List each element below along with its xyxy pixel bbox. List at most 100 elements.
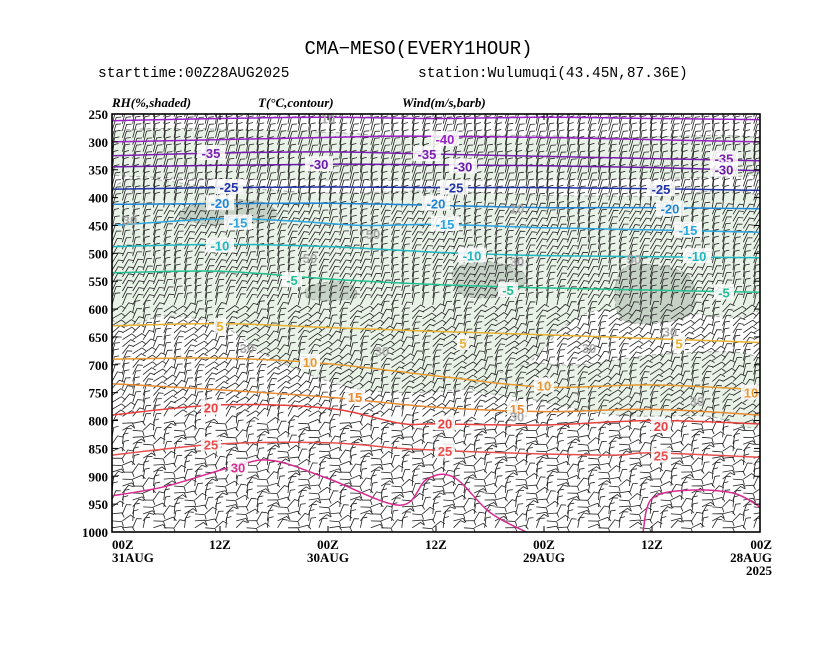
wind-barb-990 (277, 313, 285, 326)
wind-barb-3 (112, 123, 122, 138)
wind-barb-2816 (587, 502, 602, 508)
wind-barb-2823 (598, 123, 608, 138)
wind-barb-227 (143, 443, 155, 450)
wind-barb-721 (235, 114, 239, 124)
wind-barb-329 (163, 310, 177, 320)
wind-barb-2082 (463, 397, 472, 410)
wind-barb-3702 (743, 403, 758, 410)
wind-barb-685 (225, 279, 236, 292)
wind-barb-1899 (432, 378, 443, 389)
wind-barb-2516 (536, 506, 549, 513)
temp-label-12-1: 20 (438, 416, 452, 431)
wind-barb-1398 (349, 229, 358, 243)
wind-barb-556 (204, 216, 216, 229)
wind-barb-2630 (556, 461, 570, 466)
wind-barb-2657 (567, 222, 576, 236)
wind-barb-3468 (701, 444, 715, 452)
wind-barb-1541 (370, 394, 384, 403)
wind-barb-2602 (556, 259, 569, 271)
wind-barb-3062 (639, 115, 647, 131)
wind-barb-1537 (370, 362, 378, 375)
temp-label-bg-9-0 (214, 317, 226, 333)
wind-barb-2819 (587, 523, 602, 529)
wind-barb-3577 (722, 367, 737, 375)
wind-barb-2817 (588, 513, 601, 520)
wind-barb-762 (235, 403, 250, 410)
wind-barb-167 (132, 438, 146, 445)
wind-barb-3303 (680, 123, 691, 138)
wind-barb-1849 (422, 453, 436, 459)
wind-barb-1098 (297, 231, 310, 243)
wind-barb-3354 (680, 481, 688, 494)
wind-barb-2711 (577, 179, 587, 194)
temp-header: T(°C,contour) (258, 95, 334, 110)
wind-barb-3245 (670, 136, 678, 152)
wind-barb-655 (215, 492, 228, 501)
wind-barb-1026 (287, 143, 297, 159)
wind-barb-370 (173, 172, 184, 187)
wind-barb-2441 (525, 391, 535, 403)
wind-barb-2890 (608, 171, 616, 187)
wind-barb-2370 (515, 315, 525, 326)
wind-barb-2601 (556, 252, 569, 264)
wind-barb-691 (225, 322, 235, 333)
x-tick-label-0-1: 31AUG (112, 550, 154, 565)
wind-barb-3350 (681, 464, 694, 471)
wind-barb-2431 (525, 320, 534, 333)
wind-barb-925 (266, 279, 278, 292)
wind-barb-372 (173, 185, 183, 201)
wind-barb-290 (153, 464, 166, 470)
wind-barb-935 (267, 354, 281, 361)
wind-barb-95 (122, 350, 133, 361)
wind-barb-1752 (411, 185, 420, 201)
wind-barb-1399 (349, 237, 359, 250)
wind-barb-1659 (391, 377, 401, 389)
wind-barb-3346 (680, 425, 688, 438)
wind-barb-791 (246, 178, 255, 194)
wind-barb-340 (163, 389, 178, 396)
wind-barb-1591 (380, 325, 395, 334)
wind-barb-302 (163, 115, 171, 131)
wind-barb-282 (153, 398, 162, 410)
wind-barb-2849 (598, 309, 610, 320)
wind-barb-178 (132, 509, 139, 521)
wind-barb-1835 (422, 348, 430, 361)
wind-barb-121 (132, 114, 135, 124)
wind-barb-746 (235, 286, 247, 299)
wind-barb-1529 (370, 311, 385, 320)
wind-barb-2932 (608, 476, 622, 482)
wind-barb-1245 (318, 421, 330, 431)
wind-barb-355 (163, 488, 170, 501)
wind-barb-2156 (473, 495, 481, 507)
wind-barb-2344 (515, 130, 524, 145)
wind-barb-3173 (650, 485, 663, 492)
wind-barb-1157 (308, 224, 320, 236)
wind-barb-639 (215, 381, 229, 389)
wind-barb-1467 (360, 293, 372, 306)
wind-barb-125 (132, 137, 143, 152)
wind-barb-2512 (535, 467, 543, 480)
wind-barb-2346 (515, 143, 523, 159)
wind-barb-2960 (618, 242, 627, 257)
wind-barb-3513 (711, 337, 724, 347)
wind-barb-3281 (670, 396, 685, 403)
wind-barb-3085 (639, 277, 647, 292)
wind-barb-3419 (691, 522, 705, 529)
wind-barb-320 (163, 242, 171, 257)
wind-barb-3571 (722, 320, 730, 333)
wind-barb-2892 (608, 186, 618, 201)
wind-barb-2668 (567, 301, 577, 313)
wind-barb-3141 (649, 251, 661, 264)
wind-barb-3527 (712, 442, 725, 448)
wind-barb-1418 (349, 375, 364, 382)
wind-barb-271 (153, 320, 161, 333)
temp-label-12-2: 20 (654, 419, 668, 434)
wind-barb-1705 (401, 278, 410, 292)
wind-barb-2956 (618, 217, 630, 229)
wind-barb-3003 (629, 122, 637, 138)
wind-barb-2128 (473, 304, 488, 313)
wind-barb-3066 (639, 144, 649, 159)
wind-barb-1078 (287, 520, 300, 527)
wind-barb-3185 (660, 136, 667, 152)
wind-barb-2327 (504, 434, 515, 445)
